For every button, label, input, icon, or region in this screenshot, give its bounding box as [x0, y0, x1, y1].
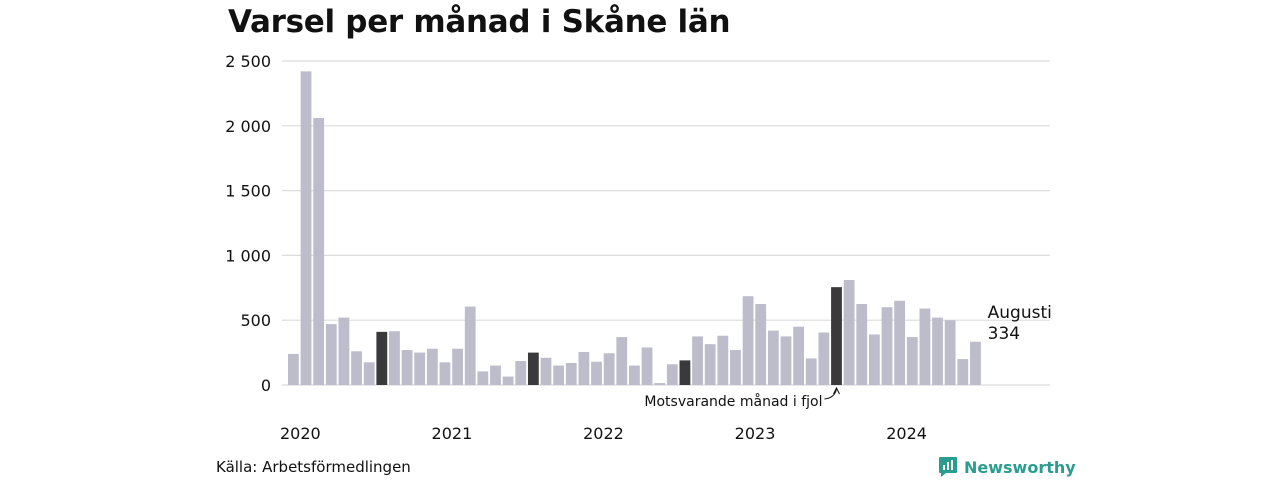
bar: [414, 352, 426, 385]
bar: [831, 287, 842, 385]
year-label: 2021: [432, 424, 473, 443]
latest-value-label: 334: [988, 324, 1020, 344]
bar: [843, 280, 855, 385]
bar: [793, 326, 804, 385]
bar: [540, 357, 552, 385]
bar: [376, 331, 388, 385]
latest-month-label: Augusti: [988, 303, 1052, 323]
bar: [452, 348, 463, 385]
bar: [767, 330, 779, 385]
newsworthy-logo-icon: [939, 457, 957, 477]
bar: [881, 307, 893, 385]
bar: [692, 336, 703, 385]
y-tick-label: 0: [261, 376, 271, 395]
y-tick-label: 1 000: [225, 246, 271, 265]
bar: [868, 334, 880, 385]
y-tick-label: 500: [240, 311, 271, 330]
bar: [616, 337, 628, 385]
bar: [603, 353, 615, 385]
bar: [919, 308, 931, 385]
annotation-arrowhead: [833, 386, 840, 395]
bar: [856, 304, 868, 385]
bar: [932, 317, 943, 385]
bar: [654, 383, 666, 385]
bar: [730, 350, 741, 385]
bar: [970, 341, 981, 385]
bar: [553, 365, 565, 385]
y-tick-label: 2 000: [225, 117, 271, 136]
bar: [957, 359, 969, 385]
y-tick-label: 2 500: [225, 52, 271, 71]
annotation-arrow: [824, 388, 837, 400]
bar: [515, 361, 527, 385]
chart-title: Varsel per månad i Skåne län: [228, 4, 731, 40]
bar: [389, 331, 400, 385]
bars: [288, 71, 981, 386]
bar: [401, 350, 413, 385]
brand-name: Newsworthy: [964, 457, 1076, 477]
bar: [666, 364, 678, 385]
bar: [363, 362, 375, 385]
bar: [439, 362, 451, 385]
bar: [502, 376, 514, 385]
year-label: 2023: [735, 424, 776, 443]
brand-logo[interactable]: Newsworthy: [938, 456, 1076, 478]
bar: [464, 306, 476, 385]
bar: [906, 337, 918, 385]
year-label: 2022: [583, 424, 624, 443]
bar: [288, 353, 299, 385]
bar: [477, 371, 489, 385]
bar: [591, 361, 602, 385]
bar: [565, 362, 577, 385]
y-axis-tick-labels: 0 500 1 000 1 500 2 000 2 500: [225, 52, 271, 395]
year-label: 2024: [886, 424, 927, 443]
bar: [704, 344, 716, 385]
bar: [527, 352, 539, 385]
bar: [742, 296, 754, 385]
bar: [894, 300, 906, 385]
y-tick-label: 1 500: [225, 182, 271, 201]
bar: [351, 351, 362, 385]
bar: [641, 347, 653, 385]
bar: [629, 365, 640, 385]
bar: [780, 336, 792, 385]
bar: [426, 348, 438, 385]
bar: [805, 358, 817, 385]
source-note: Källa: Arbetsförmedlingen: [216, 458, 411, 476]
bar: [818, 332, 830, 385]
bar: [578, 351, 590, 385]
bar: [325, 324, 337, 385]
bar: [313, 118, 325, 386]
bar: [717, 335, 729, 385]
x-axis-year-labels: 2020 2021 2022 2023 2024: [280, 424, 927, 443]
bar: [944, 320, 956, 385]
bar: [300, 71, 312, 386]
bar: [755, 304, 767, 385]
previous-year-label: Motsvarande månad i fjol: [644, 393, 822, 410]
year-label: 2020: [280, 424, 321, 443]
bar: [490, 365, 501, 385]
bar: [679, 360, 691, 385]
bar: [338, 317, 350, 385]
